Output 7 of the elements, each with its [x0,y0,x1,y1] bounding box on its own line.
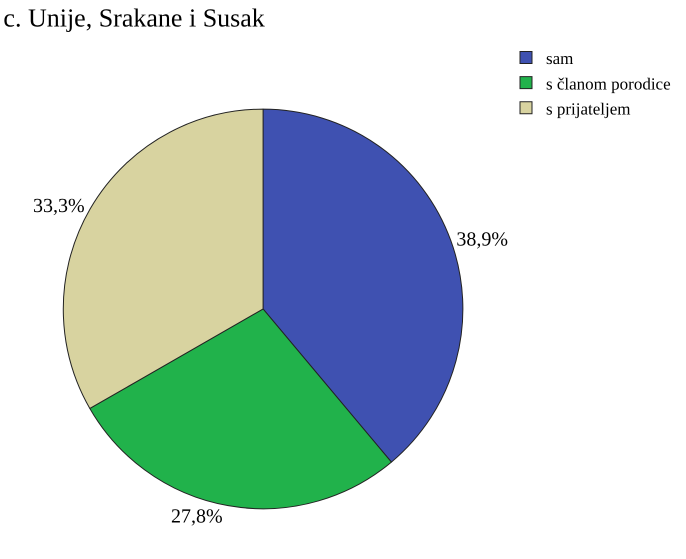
legend-label: sam [546,49,574,68]
legend-label: s prijateljem [546,99,631,118]
legend-label: s članom porodice [546,74,671,94]
data-label: 33,3% [32,195,85,218]
chart-title: c. Unije, Srakane i Susak [3,4,265,33]
data-label: 38,9% [456,228,508,250]
data-label: 27,8% [170,505,223,528]
